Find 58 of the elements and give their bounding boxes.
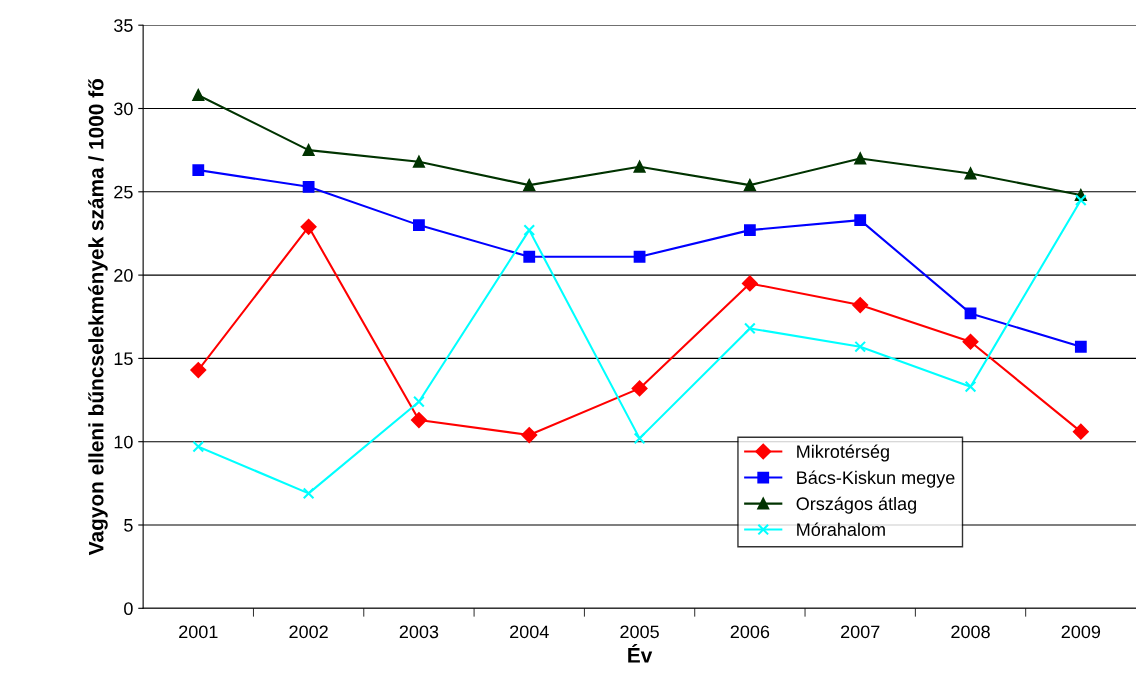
- x-tick-label: 2001: [179, 625, 218, 639]
- legend-label: Bács-Kiskun megye: [797, 470, 955, 488]
- point: [413, 219, 425, 232]
- point: [743, 179, 756, 192]
- point: [413, 395, 425, 408]
- legend-label: Országos átlag: [796, 496, 916, 514]
- y-tick-label: 30: [114, 102, 133, 116]
- point: [741, 275, 758, 292]
- point: [743, 322, 756, 335]
- x-tick-label: 2005: [620, 625, 659, 639]
- point: [302, 180, 315, 193]
- x-tick-label: 2008: [951, 625, 990, 639]
- point: [964, 380, 977, 393]
- point: [302, 487, 315, 500]
- y-tick-label: 35: [114, 19, 133, 32]
- point: [192, 89, 205, 102]
- point: [521, 427, 538, 443]
- x-tick-label: 2003: [399, 625, 439, 639]
- point: [1074, 340, 1087, 353]
- point: [964, 167, 977, 180]
- point: [300, 218, 317, 235]
- point: [631, 380, 648, 397]
- point: [1074, 194, 1087, 207]
- x-tick-label: 2002: [289, 625, 328, 639]
- point: [633, 250, 646, 263]
- legend-label: Mikrotérség: [797, 444, 889, 462]
- point: [964, 307, 977, 320]
- point: [854, 340, 867, 353]
- x-axis-title: Év: [628, 643, 653, 663]
- x-tick-label: 2009: [1061, 625, 1101, 639]
- point: [192, 440, 205, 453]
- x-tick-label: 2006: [730, 625, 770, 639]
- legend-label: Mórahalom: [797, 522, 885, 536]
- x-tick-label: 2007: [841, 625, 880, 639]
- point: [962, 333, 979, 350]
- point: [413, 155, 425, 168]
- point: [633, 432, 646, 445]
- y-axis-title: Vagyon elleni bűncselekmények száma / 1000 fő: [88, 79, 108, 556]
- point: [190, 362, 207, 378]
- point: [523, 250, 536, 263]
- point: [852, 297, 869, 313]
- point: [854, 214, 867, 227]
- y-tick-label: 25: [114, 185, 133, 199]
- y-tick-label: 5: [124, 519, 133, 532]
- point: [302, 144, 315, 157]
- x-tick-label: 2004: [510, 625, 549, 639]
- point: [633, 160, 646, 173]
- y-tick-label: 20: [114, 269, 133, 282]
- y-tick-label: 0: [124, 602, 133, 616]
- point: [854, 152, 867, 165]
- point: [1072, 423, 1089, 440]
- point: [523, 224, 536, 237]
- point: [523, 179, 536, 192]
- point: [192, 164, 205, 177]
- point: [743, 224, 756, 237]
- y-tick-label: 15: [114, 352, 133, 366]
- y-tick-label: 10: [114, 435, 133, 449]
- point: [411, 412, 427, 428]
